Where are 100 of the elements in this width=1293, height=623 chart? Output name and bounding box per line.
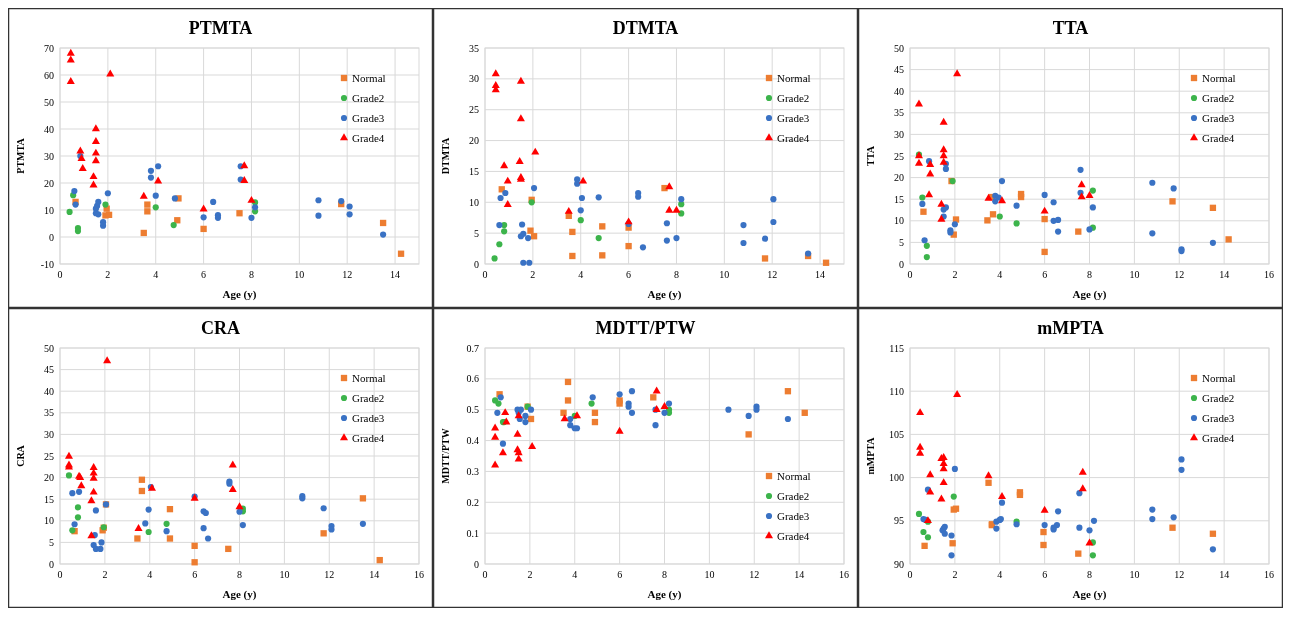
x-tick-label: 12 [767, 269, 778, 280]
x-tick-label: 14 [369, 569, 380, 580]
y-axis-title: PTMTA [15, 137, 26, 174]
x-tick-label: 8 [1087, 269, 1092, 280]
x-tick-label: 10 [719, 269, 730, 280]
y-tick-label: 20 [44, 177, 54, 189]
y-tick-label: 35 [44, 407, 54, 419]
y-tick-label: 45 [44, 364, 54, 376]
y-tick-label: 30 [44, 428, 54, 440]
x-tick-label: 16 [839, 569, 849, 580]
x-tick-label: 8 [1087, 569, 1092, 580]
y-tick-label: 90 [894, 558, 904, 570]
x-tick-label: 14 [1219, 569, 1230, 580]
x-tick-label: 12 [342, 269, 353, 280]
y-tick-label: 0 [899, 258, 904, 270]
x-tick-label: 2 [102, 569, 108, 580]
y-tick-label: 10 [469, 196, 479, 208]
x-tick-label: 14 [815, 269, 826, 280]
x-tick-label: 8 [248, 269, 254, 280]
legend-label: Grade2 [1202, 91, 1235, 104]
y-tick-label: 0.4 [466, 435, 479, 447]
legend-label: Normal [1202, 71, 1236, 84]
x-tick-label: 14 [1219, 269, 1230, 280]
x-tick-label: 16 [414, 569, 424, 580]
x-tick-label: 14 [390, 269, 401, 280]
y-tick-label: 5 [474, 227, 479, 239]
legend-label: Grade3 [1202, 411, 1235, 424]
y-tick-label: 15 [894, 193, 904, 205]
y-tick-label: 40 [894, 85, 904, 97]
x-tick-label: 4 [147, 569, 153, 580]
y-tick-label: 0.7 [466, 342, 479, 354]
x-tick-label: 0 [482, 269, 488, 280]
y-tick-label: 10 [44, 515, 54, 527]
y-tick-label: 20 [894, 172, 904, 184]
x-tick-label: 10 [1129, 269, 1140, 280]
x-axis-title: Age (y) [222, 588, 257, 601]
legend-label: Grade2 [352, 91, 385, 104]
y-axis-title: MDTT/PTW [440, 428, 451, 484]
chart-title: TTA [1052, 18, 1089, 38]
legend-label: Grade2 [352, 391, 385, 404]
y-tick-label: 0.1 [466, 527, 479, 539]
y-tick-label: 0.6 [466, 373, 479, 385]
x-tick-label: 2 [952, 569, 958, 580]
x-tick-label: 4 [153, 269, 159, 280]
x-tick-label: 0 [482, 569, 488, 580]
x-tick-label: 6 [201, 269, 207, 280]
legend-label: Grade3 [777, 111, 810, 124]
y-tick-label: 20 [469, 135, 479, 147]
x-tick-label: 10 [279, 569, 290, 580]
x-tick-label: 16 [1264, 569, 1274, 580]
x-tick-label: 4 [997, 269, 1003, 280]
y-tick-label: 110 [889, 385, 904, 397]
x-axis-title: Age (y) [647, 288, 682, 301]
x-tick-label: 8 [237, 569, 242, 580]
legend-label: Grade4 [352, 431, 385, 444]
legend-label: Grade2 [777, 91, 810, 104]
y-axis-title: CRA [15, 444, 26, 467]
y-tick-label: 100 [889, 472, 904, 484]
legend-label: Normal [352, 71, 386, 84]
x-tick-label: 0 [57, 569, 63, 580]
y-tick-label: 105 [889, 428, 904, 440]
chart-title: MDTT/PTW [595, 318, 696, 338]
y-tick-label: 30 [894, 128, 904, 140]
legend-label: Normal [1202, 371, 1236, 384]
x-tick-label: 6 [192, 569, 198, 580]
x-tick-label: 10 [294, 269, 305, 280]
y-tick-label: 0.2 [466, 496, 479, 508]
legend-label: Grade4 [777, 529, 810, 542]
y-tick-label: 15 [469, 165, 479, 177]
y-tick-label: 5 [899, 236, 904, 248]
x-tick-label: 8 [673, 269, 679, 280]
y-tick-label: 20 [44, 472, 54, 484]
x-tick-label: 6 [1042, 269, 1048, 280]
legend-label: Grade3 [1202, 111, 1235, 124]
y-axis-title: DTMTA [440, 136, 451, 175]
y-tick-label: 5 [49, 536, 54, 548]
x-tick-label: 2 [527, 569, 533, 580]
y-tick-label: 35 [894, 107, 904, 119]
x-axis-title: Age (y) [1072, 588, 1107, 601]
y-tick-label: 0 [474, 558, 479, 570]
chart-title: CRA [201, 318, 240, 338]
y-tick-label: 40 [44, 123, 54, 135]
legend-label: Grade4 [1202, 431, 1235, 444]
chart-title: mMPTA [1037, 318, 1104, 338]
y-tick-label: 0 [49, 231, 54, 243]
x-tick-label: 12 [749, 569, 760, 580]
y-axis-title: mMPTA [865, 436, 876, 475]
legend-label: Grade4 [1202, 131, 1235, 144]
y-tick-label: 25 [469, 104, 479, 116]
legend-label: Grade2 [777, 489, 810, 502]
y-tick-label: 95 [894, 515, 904, 527]
x-tick-label: 0 [57, 269, 63, 280]
chart-title: DTMTA [612, 18, 679, 38]
y-tick-label: 50 [894, 42, 904, 54]
x-tick-label: 2 [530, 269, 536, 280]
x-axis-title: Age (y) [1072, 288, 1107, 301]
legend-label: Grade3 [352, 111, 385, 124]
x-tick-label: 2 [105, 269, 111, 280]
x-tick-label: 12 [324, 569, 335, 580]
x-tick-label: 10 [704, 569, 715, 580]
